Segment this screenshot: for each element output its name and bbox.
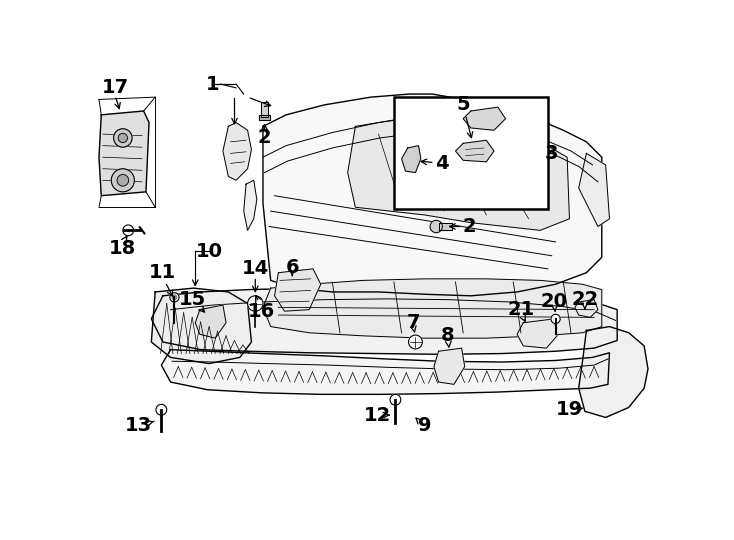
Polygon shape	[578, 153, 609, 226]
Circle shape	[118, 133, 128, 143]
Polygon shape	[244, 180, 257, 231]
Polygon shape	[151, 288, 617, 354]
Text: 5: 5	[457, 96, 470, 114]
Text: 16: 16	[248, 302, 275, 321]
Text: 17: 17	[101, 78, 128, 97]
Polygon shape	[438, 222, 451, 231]
Text: 12: 12	[363, 406, 390, 424]
Text: 18: 18	[109, 239, 137, 258]
Text: 11: 11	[149, 263, 176, 282]
Polygon shape	[578, 327, 648, 417]
Text: 15: 15	[178, 290, 206, 309]
Polygon shape	[195, 305, 226, 338]
Circle shape	[409, 335, 422, 349]
Text: 1: 1	[206, 75, 219, 93]
Text: 14: 14	[241, 259, 269, 278]
Polygon shape	[463, 107, 506, 130]
Bar	[261, 102, 268, 117]
Text: 9: 9	[418, 416, 432, 435]
Text: 2: 2	[258, 129, 272, 147]
Circle shape	[156, 404, 167, 415]
Text: 7: 7	[407, 313, 420, 332]
Circle shape	[430, 220, 443, 233]
Circle shape	[551, 314, 560, 323]
Polygon shape	[434, 348, 465, 384]
Circle shape	[390, 394, 401, 405]
Bar	[259, 115, 270, 120]
Polygon shape	[223, 123, 252, 180]
Text: 21: 21	[507, 300, 534, 319]
Text: 4: 4	[435, 154, 448, 173]
Polygon shape	[263, 279, 602, 338]
Circle shape	[123, 225, 134, 236]
Circle shape	[114, 129, 132, 147]
Polygon shape	[161, 350, 609, 394]
Text: 6: 6	[286, 258, 299, 277]
Text: 10: 10	[195, 241, 222, 261]
Bar	[394, 97, 548, 209]
Text: 19: 19	[556, 400, 583, 419]
Text: 22: 22	[571, 290, 598, 309]
Circle shape	[247, 296, 263, 311]
Circle shape	[112, 168, 134, 192]
Text: 8: 8	[441, 326, 454, 346]
Polygon shape	[99, 111, 149, 195]
Polygon shape	[263, 94, 602, 296]
Circle shape	[170, 293, 179, 302]
Circle shape	[117, 174, 128, 186]
Text: 13: 13	[125, 416, 152, 435]
Polygon shape	[575, 300, 598, 318]
Polygon shape	[401, 146, 421, 173]
Polygon shape	[517, 319, 557, 348]
Circle shape	[172, 295, 177, 300]
Text: 3: 3	[545, 144, 559, 163]
Text: 20: 20	[540, 293, 567, 312]
Polygon shape	[456, 140, 494, 162]
Polygon shape	[348, 115, 570, 231]
Text: 2: 2	[462, 217, 476, 236]
Polygon shape	[151, 288, 252, 363]
Polygon shape	[275, 269, 321, 311]
